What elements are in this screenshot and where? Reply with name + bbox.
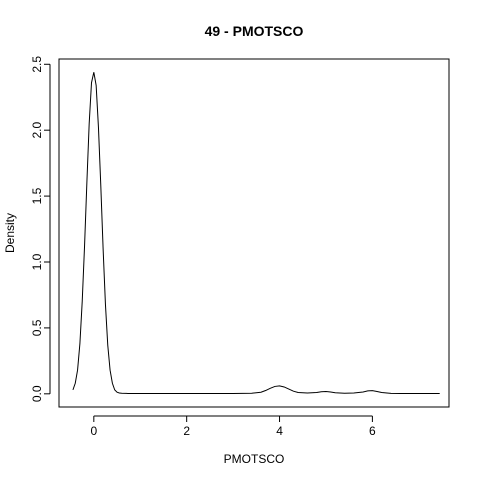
y-tick-label: 0.0 (30, 385, 44, 402)
x-tick-label: 2 (183, 424, 190, 438)
y-tick-label: 2.0 (30, 122, 44, 139)
y-axis-label: Density (3, 213, 17, 253)
y-axis: 0.0 0.5 1.0 1.5 2.0 2.5 (30, 56, 51, 402)
series-line-density (72, 72, 440, 395)
x-axis-label: PMOTSCO (224, 452, 285, 466)
y-tick-label: 1.0 (30, 253, 44, 270)
chart-title: 49 - PMOTSCO (205, 23, 304, 39)
y-tick-label: 0.5 (30, 319, 44, 336)
x-tick-label: 4 (276, 424, 283, 438)
plot-frame (58, 58, 450, 408)
y-tick-label: 1.5 (30, 187, 44, 204)
x-axis: 0 2 4 6 (90, 415, 376, 438)
x-tick-label: 6 (369, 424, 376, 438)
y-tick-label: 2.5 (30, 56, 44, 73)
x-tick-label: 0 (90, 424, 97, 438)
